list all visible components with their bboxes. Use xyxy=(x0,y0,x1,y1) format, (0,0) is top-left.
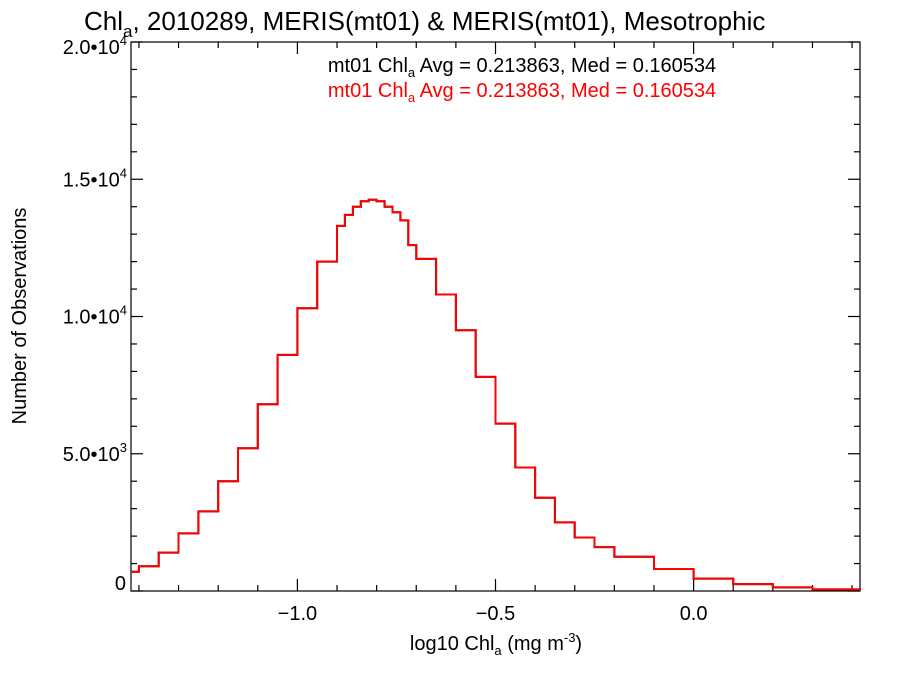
annotation-red-sub: a xyxy=(408,90,416,105)
y-tick-label-mantissa: 1.0•10 xyxy=(63,307,120,329)
y-axis-label: Number of Observations xyxy=(9,208,31,425)
annotation-red-pre: mt01 Chl xyxy=(328,80,408,102)
y-tick-label-mantissa: 5.0•10 xyxy=(63,444,120,466)
y-tick-label-mantissa: 2.0•10 xyxy=(63,37,120,59)
chart-title-pre: Chl xyxy=(84,6,123,36)
annotation-black-post: Avg = 0.213863, Med = 0.160534 xyxy=(415,55,716,77)
y-tick-label: 0 xyxy=(115,573,126,595)
x-axis-label-post: ) xyxy=(575,633,582,655)
x-axis-label-sup: -3 xyxy=(564,630,576,645)
y-tick-label-exponent: 4 xyxy=(120,33,127,48)
plot-frame xyxy=(130,41,861,592)
chart-title: Chla, 2010289, MERIS(mt01) & MERIS(mt01)… xyxy=(84,6,765,41)
x-tick-label: −0.5 xyxy=(476,603,515,625)
x-axis-label-sub: a xyxy=(494,643,502,658)
y-tick-label: 1.5•104 xyxy=(63,165,127,191)
x-tick-label: 0.0 xyxy=(680,603,708,625)
x-axis-label: log10 Chla (mg m-3) xyxy=(410,630,582,658)
y-tick-label: 1.0•104 xyxy=(63,303,127,329)
x-tick-label: −1.0 xyxy=(278,603,317,625)
y-tick-label-exponent: 4 xyxy=(120,303,127,318)
annotation-black-sub: a xyxy=(408,65,416,80)
x-axis: −1.0 −0.5 0.0 xyxy=(138,42,853,625)
y-tick-label-mantissa: 1.5•10 xyxy=(63,169,120,191)
annotation-black-pre: mt01 Chl xyxy=(328,55,408,77)
chart-title-sub: a xyxy=(123,22,133,41)
y-tick-label: 2.0•104 xyxy=(63,33,127,59)
chart-title-post: , 2010289, MERIS(mt01) & MERIS(mt01), Me… xyxy=(132,6,765,36)
series-red-step-line xyxy=(131,198,861,591)
x-axis-label-pre: log10 Chl xyxy=(410,633,495,655)
x-axis-label-mid: (mg m xyxy=(502,633,564,655)
annotation-black: mt01 Chla Avg = 0.213863, Med = 0.160534 xyxy=(328,55,716,80)
annotation-red: mt01 Chla Avg = 0.213863, Med = 0.160534 xyxy=(328,80,716,105)
y-tick-label-exponent: 3 xyxy=(120,440,127,455)
y-tick-label: 5.0•103 xyxy=(63,440,127,466)
annotation-red-post: Avg = 0.213863, Med = 0.160534 xyxy=(415,80,716,102)
y-tick-label-mantissa: 0 xyxy=(115,573,126,595)
y-tick-label-exponent: 4 xyxy=(120,165,127,180)
